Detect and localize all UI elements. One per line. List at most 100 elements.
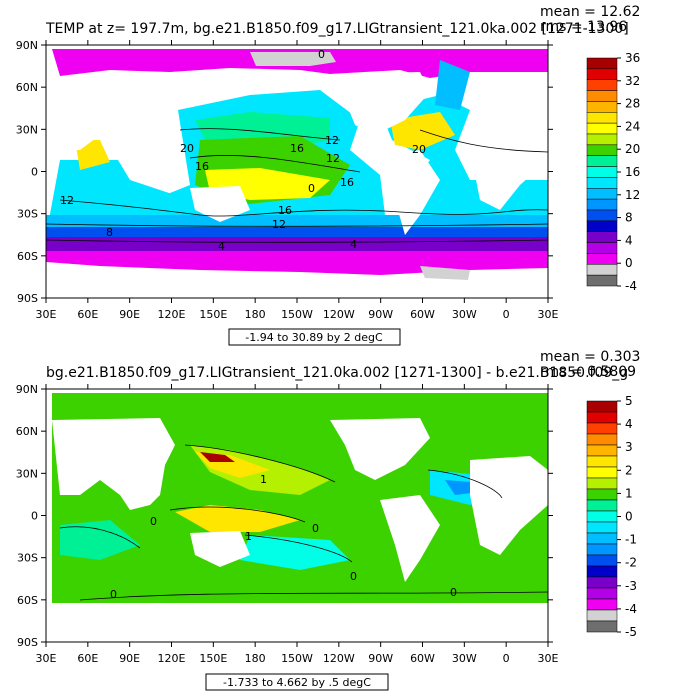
contour-label: 0 xyxy=(110,588,117,601)
panel-top-map: 0 12 20 16 12 20 16 0 16 12 8 12 4 4 16 xyxy=(46,45,548,298)
colorbar-swatch xyxy=(586,231,618,243)
y-tick-label: 0 xyxy=(31,510,38,523)
colorbar-label: 36 xyxy=(625,51,640,65)
panel-bottom-contours xyxy=(59,444,548,601)
colorbar-swatch xyxy=(586,455,618,468)
indian-ocean xyxy=(48,160,175,230)
colorbar-label: -2 xyxy=(625,556,637,570)
colorbar-swatch xyxy=(586,433,618,446)
x-tick-label: 30W xyxy=(452,308,477,321)
colorbar-swatch xyxy=(586,57,618,70)
colorbar-label: 0 xyxy=(625,510,633,524)
colorbar-swatch xyxy=(586,198,618,211)
colorbar-label: 24 xyxy=(625,119,640,133)
colorbar-swatch xyxy=(586,177,618,189)
southern-band-1 xyxy=(46,215,548,227)
colorbar-swatch xyxy=(586,155,618,167)
contour-label: 1 xyxy=(245,530,252,543)
colorbar-swatch xyxy=(586,122,618,135)
panel-bottom-range-box xyxy=(205,673,389,691)
x-tick-label: 30E xyxy=(36,308,57,321)
colorbar-swatch xyxy=(586,510,618,523)
colorbar-swatch xyxy=(586,79,618,91)
contour-label: 20 xyxy=(412,143,426,156)
panel-top-range-box xyxy=(228,328,401,346)
colorbar-label: 28 xyxy=(625,97,640,111)
colorbar-label: 20 xyxy=(625,142,640,156)
colorbar-label: 12 xyxy=(625,188,640,202)
contour-label: 16 xyxy=(340,176,354,189)
contour-label: 0 xyxy=(308,182,315,195)
colorbar-swatch xyxy=(586,609,618,622)
x-tick-label: 60E xyxy=(77,308,98,321)
contour-label: 0 xyxy=(450,586,457,599)
colorbar-label: 3 xyxy=(625,440,633,454)
north-america xyxy=(330,418,430,480)
contour-label: 16 xyxy=(278,204,292,217)
colorbar-label: -3 xyxy=(625,579,637,593)
colorbar-swatch xyxy=(586,554,618,567)
x-tick-label: 150E xyxy=(199,652,227,665)
panel-bottom-axes: 30E 60E 90E 120E 150E 180 150W 120W 90W 60W 30W 0 30… xyxy=(16,383,559,665)
colorbar-label: 4 xyxy=(625,417,633,431)
panel-top-contours xyxy=(46,128,548,243)
colorbar-label: -1 xyxy=(625,533,637,547)
y-tick-label: 30S xyxy=(17,208,38,221)
colorbar-swatch xyxy=(586,101,618,113)
colorbar-swatch xyxy=(586,444,618,457)
antarctica xyxy=(46,278,548,298)
panel-bottom-mean: mean = 0.303 xyxy=(540,349,640,365)
contour-label: 12 xyxy=(325,134,339,147)
x-tick-label: 150W xyxy=(281,308,313,321)
panel-top-rms: rms = 13.96 xyxy=(540,19,627,35)
contour-label: 1 xyxy=(260,473,267,486)
colorbar-swatch xyxy=(586,532,618,545)
indian-cool xyxy=(60,520,140,560)
colorbar-swatch xyxy=(586,253,618,265)
contour-label: 0 xyxy=(150,515,157,528)
panel-bottom: bg.e21.B1850.f09_g17.LIGtransient_121.0k… xyxy=(16,349,640,691)
colorbar-swatch xyxy=(586,144,618,156)
colorbar-label: 5 xyxy=(625,394,633,408)
y-tick-label: 60S xyxy=(17,250,38,263)
north-atlantic xyxy=(435,60,470,110)
colorbar-label: 16 xyxy=(625,165,640,179)
colorbar-label: 32 xyxy=(625,74,640,88)
colorbar-swatch xyxy=(586,521,618,534)
colorbar-swatch xyxy=(586,274,618,287)
y-tick-label: 90S xyxy=(17,636,38,649)
panel-top-colorbar: 36 32 28 24 20 16 12 8 4 0 -4 xyxy=(586,51,640,293)
colorbar-swatch xyxy=(586,499,618,512)
kuroshio-peak xyxy=(200,452,235,462)
colorbar-swatch xyxy=(586,620,618,633)
y-tick-label: 60N xyxy=(16,425,38,438)
x-tick-label: 150W xyxy=(281,652,313,665)
southern-band-2 xyxy=(46,227,548,237)
colorbar-swatch xyxy=(586,220,618,232)
colorbar-swatch xyxy=(586,166,618,178)
arabian-sea xyxy=(75,140,110,170)
x-tick-label: 0 xyxy=(503,308,510,321)
x-tick-label: 120W xyxy=(323,652,355,665)
colorbar-swatch xyxy=(586,477,618,490)
panel-top-mean: mean = 12.62 xyxy=(540,4,640,20)
contour-label: 0 xyxy=(350,570,357,583)
south-america xyxy=(380,150,440,235)
colorbar-swatch xyxy=(586,133,618,146)
contour-label: 12 xyxy=(272,218,286,231)
eurasia xyxy=(52,75,175,165)
colorbar-swatch xyxy=(586,112,618,124)
south-pacific-cool xyxy=(240,535,350,570)
y-tick-label: 90N xyxy=(16,39,38,52)
contour-label: 20 xyxy=(180,142,194,155)
contour-label: 4 xyxy=(218,240,225,253)
colorbar-swatch xyxy=(586,90,618,102)
x-tick-label: 120E xyxy=(158,308,186,321)
antarctica xyxy=(46,605,548,642)
colorbar-swatch xyxy=(586,411,618,424)
y-tick-label: 30N xyxy=(16,123,38,136)
colorbar-label: 0 xyxy=(625,256,633,270)
x-tick-label: 0 xyxy=(503,652,510,665)
x-tick-label: 60E xyxy=(77,652,98,665)
contour-label: 12 xyxy=(326,152,340,165)
